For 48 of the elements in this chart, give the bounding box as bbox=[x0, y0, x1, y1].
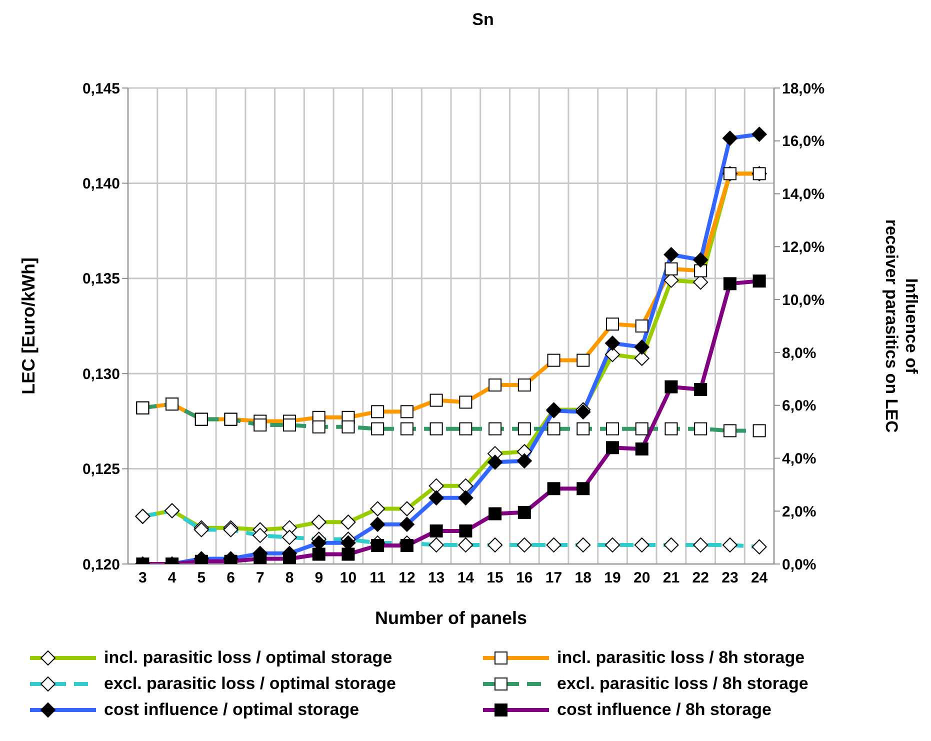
x-tick-label: 21 bbox=[662, 570, 680, 587]
x-tick-label: 10 bbox=[340, 570, 357, 587]
y2-tick-label: 2,0% bbox=[782, 503, 816, 520]
x-tick-label: 16 bbox=[516, 570, 533, 587]
x-tick-label: 18 bbox=[574, 570, 592, 587]
y2-tick-label: 16,0% bbox=[782, 133, 825, 150]
x-tick-label: 7 bbox=[256, 570, 264, 587]
y-tick-label: 0,130 bbox=[82, 366, 120, 383]
x-axis-title: Number of panels bbox=[374, 608, 528, 628]
y2-tick-label: 10,0% bbox=[782, 292, 825, 309]
x-tick-label: 13 bbox=[428, 570, 445, 587]
y-axis-title: LEC [Euro/kWh] bbox=[18, 258, 38, 394]
x-tick-label: 17 bbox=[545, 570, 562, 587]
x-tick-label: 5 bbox=[197, 570, 206, 587]
y2-tick-label: 8,0% bbox=[782, 344, 816, 362]
legend-label: cost influence / 8h storage bbox=[557, 700, 772, 720]
x-tick-label: 6 bbox=[226, 570, 235, 587]
y2-tick-label: 12,0% bbox=[782, 238, 825, 256]
y-tick-label: 0,135 bbox=[82, 270, 120, 288]
y2-tick-label: 4,0% bbox=[782, 450, 816, 468]
x-tick-label: 24 bbox=[750, 570, 768, 587]
x-tick-label: 14 bbox=[457, 570, 475, 587]
x-tick-label: 8 bbox=[285, 570, 294, 587]
x-tick-label: 9 bbox=[314, 570, 324, 587]
x-tick-label: 11 bbox=[370, 570, 386, 587]
y-tick-label: 0,145 bbox=[82, 80, 120, 98]
y2-tick-label: 14,0% bbox=[782, 186, 825, 204]
legend-label: incl. parasitic loss / optimal storage bbox=[104, 648, 392, 668]
legend-label: incl. parasitic loss / 8h storage bbox=[557, 648, 805, 668]
y2-axis-title: Influence of receiver parasitics on LEC bbox=[882, 219, 921, 433]
x-tick-label: 15 bbox=[486, 570, 504, 587]
chart-title: Sn bbox=[471, 10, 495, 30]
y2-tick-label: 0,0% bbox=[782, 556, 816, 574]
y-tick-label: 0,120 bbox=[82, 556, 120, 574]
legend-label: excl. parasitic loss / optimal storage bbox=[104, 674, 396, 694]
x-tick-label: 3 bbox=[138, 570, 147, 587]
x-tick-label: 12 bbox=[398, 570, 416, 587]
y-tick-label: 0,125 bbox=[82, 461, 120, 478]
y2-tick-label: 18,0% bbox=[782, 80, 825, 98]
legend-label: excl. parasitic loss / 8h storage bbox=[557, 674, 808, 694]
x-tick-label: 20 bbox=[634, 570, 650, 587]
legend-label: cost influence / optimal storage bbox=[104, 700, 360, 720]
y2-tick-label: 6,0% bbox=[782, 398, 816, 415]
x-tick-label: 4 bbox=[168, 570, 177, 587]
x-tick-label: 23 bbox=[722, 570, 738, 587]
y-tick-label: 0,140 bbox=[82, 176, 120, 193]
x-tick-label: 19 bbox=[604, 570, 621, 587]
x-tick-label: 22 bbox=[692, 570, 709, 587]
